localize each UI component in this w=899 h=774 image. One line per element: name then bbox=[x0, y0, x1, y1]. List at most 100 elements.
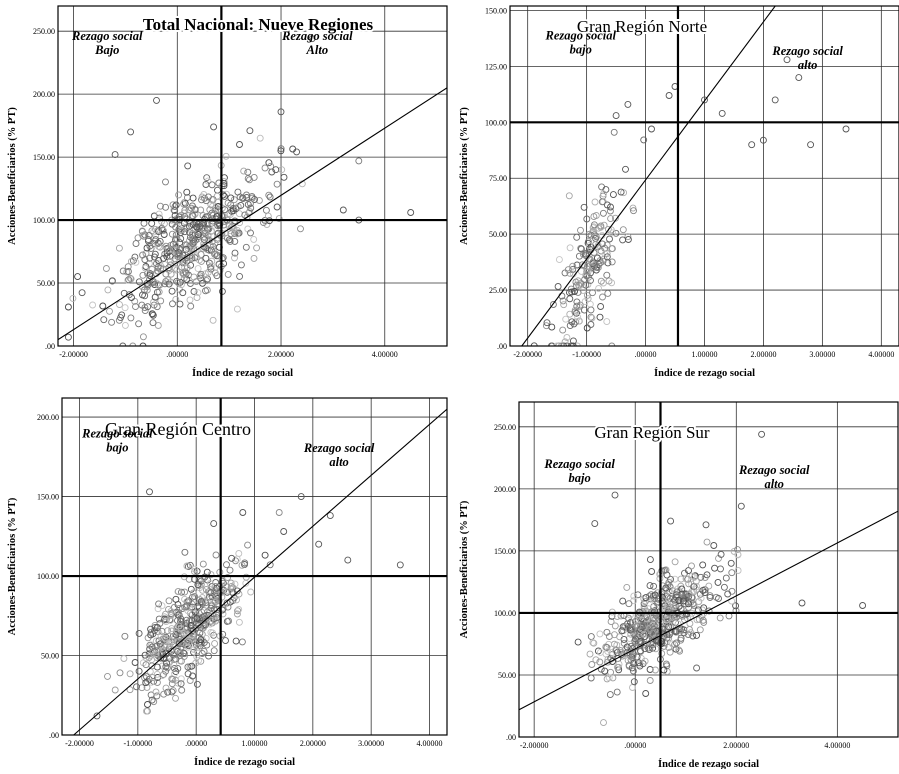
data-point bbox=[172, 295, 180, 303]
y-tick-label: 75.00 bbox=[489, 174, 507, 183]
data-point bbox=[682, 575, 690, 583]
data-point bbox=[197, 597, 205, 605]
data-point bbox=[658, 624, 666, 632]
data-point bbox=[208, 227, 216, 235]
data-point bbox=[619, 226, 627, 234]
data-point bbox=[649, 644, 657, 652]
data-point bbox=[590, 221, 598, 229]
data-point bbox=[233, 596, 240, 604]
data-point bbox=[167, 616, 174, 624]
data-point bbox=[583, 324, 591, 332]
data-point bbox=[758, 430, 766, 438]
data-point bbox=[604, 647, 612, 655]
y-tick-label: 200.00 bbox=[37, 413, 59, 422]
data-point bbox=[622, 165, 629, 173]
data-point bbox=[152, 236, 160, 244]
data-point bbox=[697, 573, 705, 581]
data-point bbox=[253, 244, 261, 252]
quadrant-annotation: Rezago social bbox=[738, 463, 810, 477]
data-point bbox=[193, 567, 201, 575]
data-point bbox=[100, 316, 108, 324]
data-point bbox=[660, 666, 668, 674]
data-point bbox=[160, 231, 168, 238]
data-point bbox=[129, 342, 137, 346]
data-point bbox=[146, 276, 153, 283]
data-point bbox=[189, 239, 197, 247]
data-point bbox=[143, 286, 151, 294]
data-point bbox=[771, 96, 779, 104]
data-point bbox=[600, 190, 607, 198]
x-tick-label: -2.00000 bbox=[65, 739, 94, 748]
data-point bbox=[198, 196, 205, 204]
data-point bbox=[172, 595, 180, 603]
data-point bbox=[106, 307, 113, 315]
data-point bbox=[261, 551, 269, 559]
data-point bbox=[613, 688, 621, 696]
fit-line bbox=[73, 408, 447, 735]
data-point bbox=[177, 235, 185, 243]
data-point bbox=[159, 226, 167, 234]
data-point bbox=[126, 670, 134, 678]
data-point bbox=[186, 280, 194, 287]
data-point bbox=[216, 231, 224, 239]
data-point bbox=[124, 276, 132, 284]
data-point bbox=[638, 623, 646, 631]
data-point bbox=[658, 567, 666, 575]
data-point bbox=[187, 621, 195, 629]
data-point bbox=[407, 209, 415, 216]
data-point bbox=[225, 617, 233, 625]
data-point bbox=[574, 277, 582, 285]
data-point bbox=[619, 597, 627, 605]
data-point bbox=[273, 203, 281, 211]
data-point bbox=[613, 663, 621, 671]
data-point bbox=[590, 639, 598, 647]
data-point bbox=[571, 288, 578, 295]
reference-lines bbox=[62, 398, 447, 735]
data-point bbox=[173, 260, 181, 268]
data-point bbox=[603, 271, 611, 279]
y-tick-label: 150.00 bbox=[33, 153, 55, 162]
data-point bbox=[586, 650, 594, 658]
y-tick-label: 100.00 bbox=[33, 216, 55, 225]
data-point bbox=[211, 582, 219, 590]
data-point bbox=[646, 677, 654, 684]
data-point bbox=[560, 301, 568, 309]
data-point bbox=[555, 256, 563, 264]
y-tick-label: 50.00 bbox=[498, 671, 516, 680]
x-tick-label: 2.00000 bbox=[723, 741, 749, 750]
data-point bbox=[604, 655, 612, 663]
data-point bbox=[699, 561, 707, 569]
data-point bbox=[583, 262, 591, 270]
data-point bbox=[135, 629, 143, 637]
x-tick-label: .00000 bbox=[166, 350, 188, 359]
data-point bbox=[191, 593, 199, 601]
data-point bbox=[121, 321, 129, 329]
x-tick-label: 2.00000 bbox=[750, 350, 776, 359]
data-point bbox=[236, 141, 243, 148]
data-point bbox=[160, 690, 168, 698]
data-point bbox=[297, 225, 304, 233]
data-point bbox=[272, 166, 280, 174]
data-point bbox=[186, 296, 194, 304]
data-point bbox=[587, 257, 595, 265]
data-point bbox=[548, 342, 556, 346]
data-point bbox=[169, 651, 177, 659]
data-point bbox=[188, 212, 196, 220]
data-point bbox=[795, 74, 803, 82]
data-point bbox=[706, 593, 714, 601]
data-point bbox=[193, 614, 201, 622]
reference-lines bbox=[58, 6, 447, 346]
data-point bbox=[636, 647, 644, 655]
data-point bbox=[724, 590, 732, 598]
data-point bbox=[630, 630, 638, 638]
data-point bbox=[678, 625, 686, 633]
data-point bbox=[593, 263, 601, 271]
data-point bbox=[148, 643, 156, 651]
data-point bbox=[102, 265, 110, 272]
data-point bbox=[667, 575, 675, 583]
data-point bbox=[581, 306, 588, 314]
x-tick-label: 4.00000 bbox=[824, 741, 850, 750]
data-point bbox=[554, 283, 562, 290]
data-point bbox=[201, 227, 209, 234]
